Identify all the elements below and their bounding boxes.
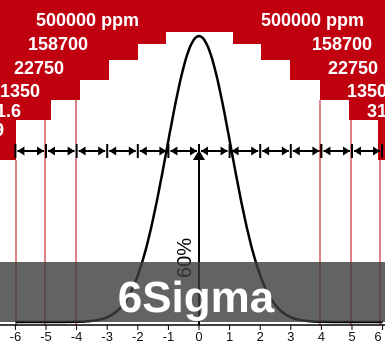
- arrow-head-icon: [139, 146, 147, 156]
- axis-tick-label: -5: [40, 329, 52, 344]
- center-arrow-head-icon: [193, 150, 205, 160]
- ppm-right-4: 31: [367, 101, 385, 121]
- axis-tick-label: 2: [257, 329, 264, 344]
- ppm-left-5: 9: [0, 120, 4, 140]
- arrow-head-icon: [251, 146, 259, 156]
- ppm-right-1: 158700: [312, 34, 372, 54]
- ppm-right-3: 1350: [347, 81, 385, 101]
- axis-tick-label: 0: [195, 329, 202, 344]
- ppm-right-0: 500000 ppm: [261, 10, 364, 30]
- arrow-head-icon: [262, 146, 270, 156]
- arrow-head-icon: [170, 146, 178, 156]
- axis-tick-label: -1: [163, 329, 175, 344]
- arrow-head-icon: [231, 146, 239, 156]
- arrow-head-icon: [281, 146, 289, 156]
- axis-tick-label: 6: [374, 329, 381, 344]
- arrow-head-icon: [201, 146, 208, 156]
- brand-band: [0, 262, 385, 322]
- axis-tick-label: 5: [348, 329, 355, 344]
- arrow-head-icon: [78, 146, 86, 156]
- axis-tick-label: -6: [10, 329, 22, 344]
- ppm-left-3: 1350: [0, 81, 40, 101]
- ppm-right-2: 22750: [328, 58, 378, 78]
- arrow-head-icon: [159, 146, 167, 156]
- axis-tick-label: -4: [71, 329, 83, 344]
- arrow-head-icon: [98, 146, 106, 156]
- axis-tick-label: 4: [318, 329, 325, 344]
- ppm-step-band: [0, 0, 385, 160]
- ppm-left-2: 22750: [14, 58, 64, 78]
- arrow-head-icon: [220, 146, 228, 156]
- axis-tick-label: -3: [101, 329, 113, 344]
- arrow-head-icon: [109, 146, 117, 156]
- axis-tick-label: 3: [287, 329, 294, 344]
- ppm-left-4: 1.6: [0, 101, 21, 121]
- axis-tick-label: -2: [132, 329, 144, 344]
- axis-tick-label: 1: [226, 329, 233, 344]
- arrow-head-icon: [312, 146, 320, 156]
- arrow-head-icon: [343, 146, 350, 156]
- axis-ticks: -6 -5 -4 -3 -2 -1 0 1 2 3 4 5 6: [10, 325, 384, 344]
- arrow-head-icon: [292, 146, 300, 156]
- arrow-head-icon: [323, 146, 331, 156]
- double-arrow-icon: [14, 144, 383, 158]
- arrow-head-icon: [48, 146, 55, 156]
- brand-label: 6Sigma: [118, 273, 275, 322]
- arrow-head-icon: [354, 146, 361, 156]
- arrow-head-icon: [128, 146, 136, 156]
- arrow-head-icon: [190, 146, 197, 156]
- ppm-left-1: 158700: [28, 34, 88, 54]
- arrow-head-icon: [67, 146, 75, 156]
- arrow-head-icon: [373, 146, 380, 156]
- arrow-head-icon: [37, 146, 44, 156]
- arrow-head-icon: [17, 146, 25, 156]
- ppm-left-0: 500000 ppm: [36, 10, 139, 30]
